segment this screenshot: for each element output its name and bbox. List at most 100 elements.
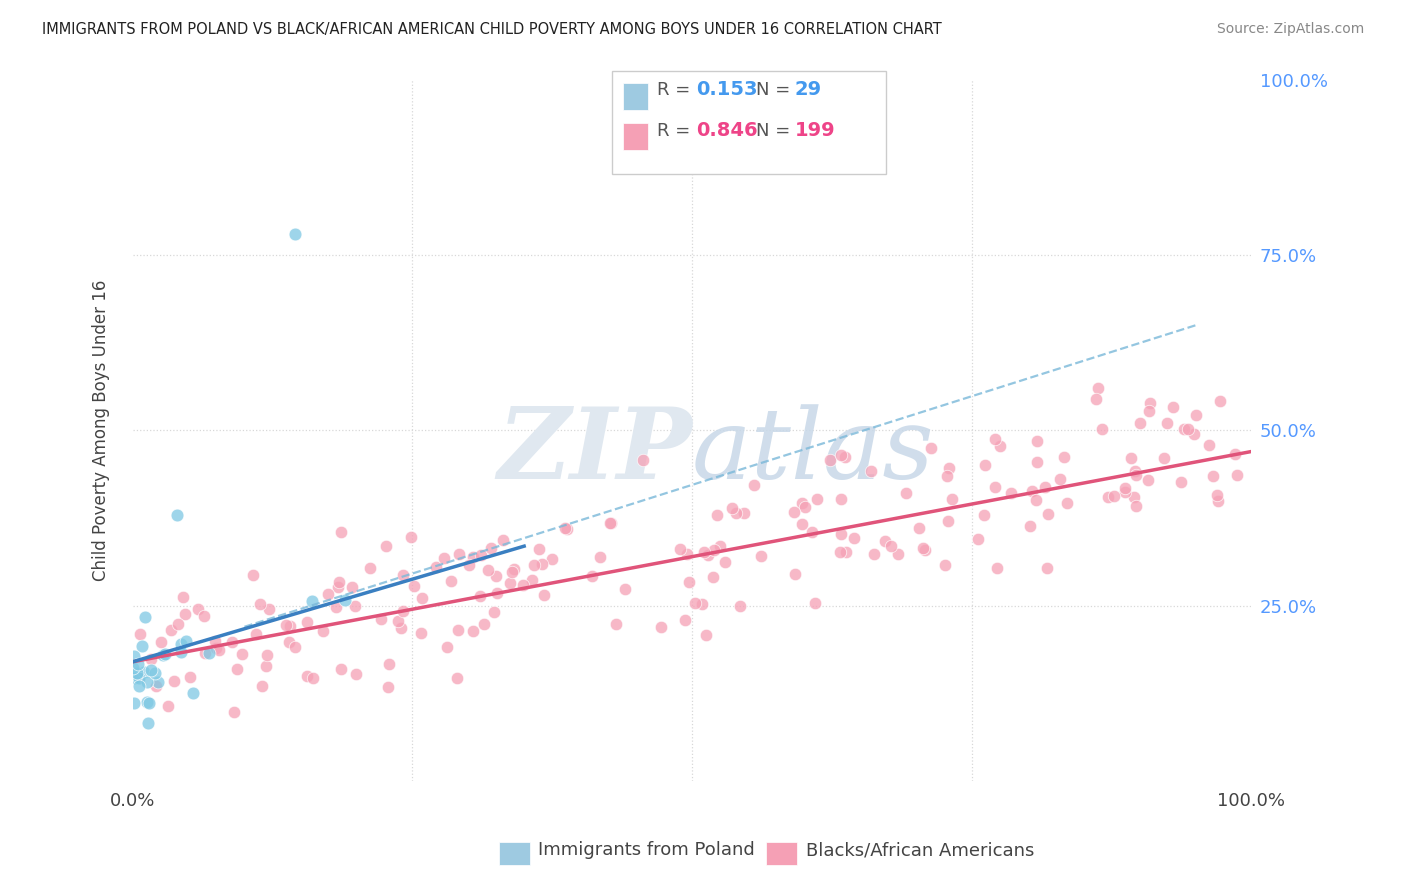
Point (503, 561, 526, 575)
Point (1129, 417, 1152, 431)
Point (250, 680, 273, 694)
Point (245, 627, 267, 641)
Point (683, 596, 706, 610)
Point (328, 574, 350, 589)
Point (204, 634, 226, 648)
Text: IMMIGRANTS FROM POLAND VS BLACK/AFRICAN AMERICAN CHILD POVERTY AMONG BOYS UNDER : IMMIGRANTS FROM POLAND VS BLACK/AFRICAN … (42, 22, 942, 37)
Point (128, 679, 150, 693)
Point (724, 506, 747, 520)
Point (934, 558, 956, 572)
Text: R =: R = (657, 121, 690, 139)
Point (1021, 483, 1043, 498)
Point (128, 670, 150, 684)
Point (894, 486, 917, 500)
Point (122, 648, 145, 663)
Point (152, 648, 174, 662)
Point (377, 657, 399, 671)
Point (316, 587, 339, 601)
Point (449, 547, 471, 561)
Point (1036, 507, 1059, 521)
Point (1202, 469, 1225, 483)
Point (330, 524, 353, 539)
Point (193, 609, 215, 624)
Point (540, 552, 562, 566)
Point (1097, 490, 1119, 504)
Point (714, 555, 737, 569)
Point (485, 569, 508, 583)
Point (242, 568, 264, 582)
Text: 199: 199 (794, 120, 835, 139)
Point (173, 607, 195, 622)
Point (312, 624, 335, 639)
Point (512, 578, 534, 592)
Point (401, 530, 423, 544)
Point (377, 680, 399, 694)
Point (830, 448, 852, 462)
Point (986, 561, 1008, 575)
Point (433, 551, 456, 566)
Point (599, 516, 621, 530)
Point (914, 542, 936, 557)
Point (139, 651, 162, 665)
Point (231, 648, 253, 662)
Point (1036, 561, 1059, 575)
Point (1125, 499, 1147, 513)
Point (222, 705, 245, 719)
Point (1056, 496, 1078, 510)
Point (1161, 400, 1184, 414)
Point (1177, 422, 1199, 436)
Point (844, 531, 866, 545)
Point (709, 539, 731, 553)
Point (1206, 488, 1229, 502)
Point (370, 612, 392, 626)
Point (614, 582, 637, 596)
Point (170, 645, 193, 659)
Point (392, 568, 415, 582)
Point (179, 670, 201, 684)
Point (295, 669, 318, 683)
Text: atlas: atlas (692, 404, 935, 500)
Point (1053, 450, 1076, 464)
Point (301, 594, 323, 608)
Point (941, 492, 963, 507)
Point (208, 642, 231, 657)
Point (166, 508, 188, 522)
Point (703, 543, 725, 558)
Point (879, 539, 901, 553)
Point (782, 505, 804, 519)
Point (150, 635, 173, 649)
Point (801, 525, 824, 540)
Point (1122, 490, 1144, 504)
Point (588, 550, 610, 565)
Point (458, 558, 481, 572)
Point (485, 586, 508, 600)
Point (785, 567, 807, 582)
Point (1125, 467, 1147, 482)
Point (912, 541, 935, 555)
Point (375, 539, 398, 553)
Point (605, 616, 627, 631)
Point (1137, 404, 1160, 418)
Point (333, 593, 356, 607)
Point (501, 565, 523, 579)
Point (136, 715, 159, 730)
Point (122, 696, 145, 710)
Point (359, 561, 381, 575)
Point (389, 621, 412, 635)
Point (631, 453, 654, 467)
Point (129, 627, 152, 641)
Point (581, 569, 603, 583)
Point (122, 661, 145, 675)
Text: ZIP: ZIP (496, 403, 692, 500)
Point (205, 640, 228, 655)
Point (411, 626, 433, 640)
Point (411, 591, 433, 606)
Point (127, 657, 149, 672)
Point (792, 496, 814, 510)
Text: Blacks/African Americans: Blacks/African Americans (806, 841, 1033, 859)
Point (1049, 472, 1071, 486)
Point (1121, 451, 1143, 466)
Point (1182, 426, 1205, 441)
Text: N =: N = (756, 121, 790, 139)
Point (1091, 421, 1114, 435)
